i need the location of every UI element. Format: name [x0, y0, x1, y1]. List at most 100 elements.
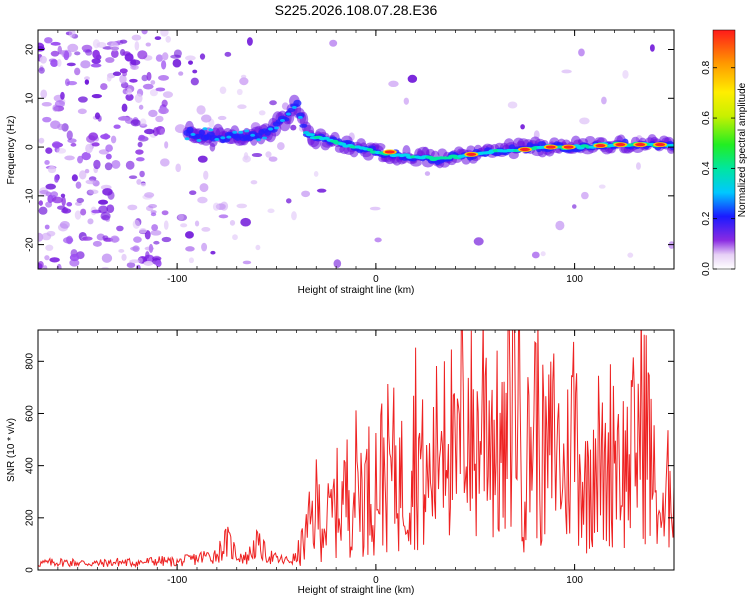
spectrogram-noise-blob [286, 198, 292, 204]
spectrogram-noise-blob [197, 155, 208, 163]
spectrogram-noise-blob [199, 183, 209, 193]
spectrogram-noise-blob [112, 71, 122, 77]
spectrogram-ytick-label: 0 [25, 144, 36, 150]
spectrogram-noise-blob [128, 175, 138, 179]
spectrogram-noise-blob [87, 218, 94, 225]
spectrogram-noise-blob [649, 44, 655, 52]
spectrogram-noise-blob [45, 183, 56, 190]
spectrogram-ridge-core [238, 130, 244, 134]
spectrogram-noise-blob [101, 253, 113, 263]
snr-xtick-label: 0 [373, 575, 379, 586]
spectrogram-hotspot [466, 152, 477, 156]
spectrogram-ridge-core [366, 148, 374, 152]
spectrogram-noise-blob [374, 237, 382, 243]
spectrogram-noise-blob [194, 220, 200, 227]
spectrogram-noise-blob [43, 265, 48, 269]
spectrogram-ridge-core [184, 137, 190, 141]
spectrogram-noise-blob [146, 71, 152, 81]
colorbar-ticks: 0.0 0.2 0.4 0.6 0.8 [701, 60, 735, 276]
spectrogram-noise-blob [316, 188, 327, 193]
spectrogram-noise-blob [50, 59, 59, 68]
spectrogram-noise-blob [578, 48, 585, 57]
spectrogram-noise-blob [66, 235, 73, 245]
spectrogram-noise-blob [251, 153, 263, 158]
spectrogram-noise-blob [163, 220, 169, 230]
spectrogram-noise-blob [81, 152, 91, 161]
spectrogram-noise-blob [106, 74, 112, 82]
spectrogram-noise-blob [60, 193, 66, 198]
spectrogram-noise-blob [189, 190, 197, 196]
spectrogram-noise-blob [66, 62, 76, 67]
spectrogram-noise-blob [579, 117, 590, 125]
spectrogram-hotspot [545, 145, 556, 149]
spectrogram-ridge-core [305, 133, 316, 137]
spectrogram-hotspot [615, 143, 626, 147]
snr-ytick-label: 800 [25, 353, 36, 370]
spectrogram-noise-blob [250, 180, 258, 185]
spectrogram-noise-blob [66, 81, 78, 86]
spectrogram-noise-blob [93, 159, 101, 170]
spectrogram-noise-blob [110, 49, 119, 59]
spectrogram-noise-blob [145, 42, 151, 47]
spectrogram-noise-blob [149, 89, 158, 97]
spectrogram-noise-blob [66, 202, 73, 207]
spectrogram-noise-blob [56, 148, 67, 154]
spectrogram-noise-blob [41, 102, 52, 107]
spectrogram-noise-blob [188, 60, 193, 65]
spectrogram-hotspot [655, 143, 666, 147]
spectrogram-noise-blob [38, 46, 46, 52]
spectrogram-noise-blob [236, 203, 248, 209]
spectrogram-noise-blob [160, 30, 169, 37]
spectrogram-noise-blob [403, 97, 409, 105]
spectrogram-noise-blob [134, 41, 140, 51]
spectrogram-noise-blob [68, 30, 76, 38]
spectrogram-noise-blob [144, 192, 155, 198]
spectrogram-noise-blob [130, 119, 141, 127]
spectrogram-noise-blob [84, 76, 90, 81]
spectrogram-noise-blob [66, 130, 73, 140]
spectrogram-noise-blob [56, 263, 62, 269]
spectrogram-noise-blob [627, 252, 634, 258]
spectrogram-noise-blob [201, 242, 208, 252]
spectrogram-noise-blob [561, 69, 572, 74]
spectrogram-xlabel: Height of straight line (km) [298, 285, 415, 296]
spectrogram-noise-blob [88, 189, 99, 195]
spectrogram-noise-blob [555, 220, 565, 231]
spectrogram-noise-blob [152, 127, 159, 137]
spectrogram-ridge-core [297, 115, 303, 119]
spectrogram-ridge-core [291, 105, 297, 109]
spectrogram-noise-blob [301, 190, 311, 198]
spectrogram-noise-blob [78, 96, 88, 103]
spectrogram-noise-blob [232, 234, 238, 241]
spectrogram-ridge-core [274, 126, 279, 130]
spectrogram-noise-blob [255, 244, 261, 251]
spectrogram-noise-blob [80, 60, 91, 69]
spectrogram-hotspot [563, 145, 574, 149]
spectrogram-noise-blob [116, 225, 124, 232]
spectrogram-noise-blob [160, 158, 170, 167]
spectrogram-noise-blob [98, 199, 109, 205]
spectrogram-noise-blob [49, 257, 60, 263]
spectrogram-noise-blob [161, 60, 167, 70]
spectrogram-noise-blob [51, 141, 62, 149]
spectrogram-noise-blob [64, 155, 75, 161]
spectrogram-noise-blob [219, 86, 227, 95]
spectrogram-ridge-core [226, 135, 232, 139]
spectrogram-noise-blob [148, 203, 157, 209]
spectrogram-hotspot [384, 150, 395, 154]
spectrogram-ridge-halo [585, 135, 596, 145]
spectrogram-noise-blob [45, 147, 53, 154]
spectrogram-noise-blob [92, 49, 100, 59]
spectrogram-noise-blob [69, 253, 80, 262]
snr-xtick-label: -100 [167, 575, 187, 586]
spectrogram-ridge-core [268, 127, 274, 131]
spectrogram-noise-blob [217, 115, 227, 121]
spectrogram-noise-blob [180, 223, 188, 228]
colorbar-tick-label: 0.2 [701, 211, 712, 225]
spectrogram-noise-blob [125, 160, 135, 170]
figure-title: S225.2026.108.07.28.E36 [275, 2, 438, 18]
spectrogram-noise-blob [133, 236, 142, 243]
spectrogram-noise-blob [102, 235, 109, 240]
spectrogram-noise-blob [119, 39, 128, 44]
colorbar-tick-label: 0.6 [701, 111, 712, 125]
